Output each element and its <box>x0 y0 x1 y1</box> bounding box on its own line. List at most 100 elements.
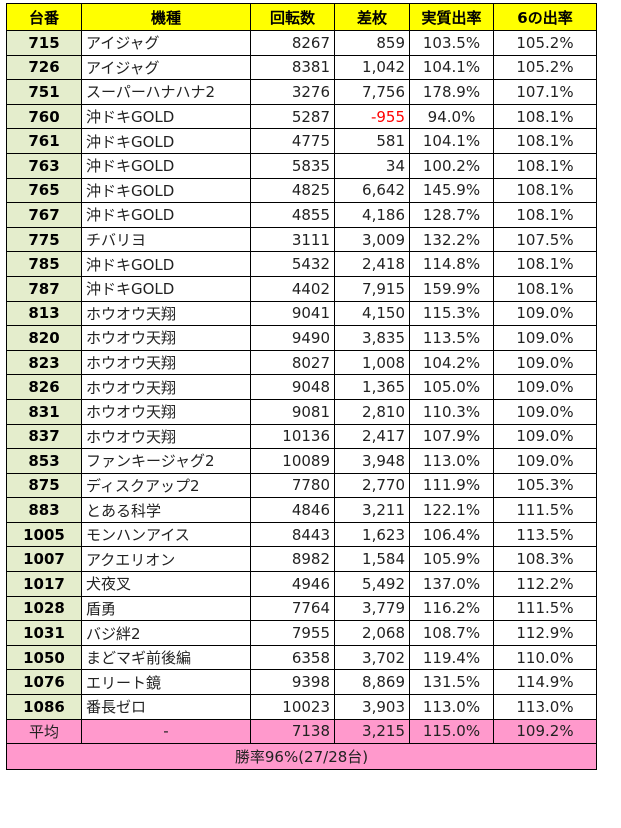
spin-count-cell[interactable]: 5835 <box>250 152 335 179</box>
machine-number-cell[interactable]: 726 <box>6 54 82 81</box>
spin-count-cell[interactable]: 7780 <box>250 472 335 499</box>
actual-payout-rate-cell[interactable]: 115.3% <box>409 300 494 327</box>
machine-model-cell[interactable]: 沖ドキGOLD <box>81 128 251 154</box>
machine-number-cell[interactable]: 883 <box>6 497 82 523</box>
machine-number-cell[interactable]: 715 <box>6 30 82 56</box>
machine-model-cell[interactable]: バジ絆2 <box>81 620 251 646</box>
actual-payout-rate-cell[interactable]: 137.0% <box>409 571 494 597</box>
setting6-payout-rate-cell[interactable]: 105.2% <box>493 30 597 56</box>
medal-difference-cell[interactable]: 7,915 <box>334 275 410 302</box>
spin-count-cell[interactable]: 9398 <box>250 669 335 696</box>
medal-difference-cell[interactable]: 3,211 <box>334 497 410 523</box>
machine-model-cell[interactable]: とある科学 <box>81 497 251 523</box>
machine-number-cell[interactable]: 1017 <box>6 571 82 597</box>
machine-model-cell[interactable]: ディスクアップ2 <box>81 472 251 499</box>
spin-count-cell[interactable]: 3276 <box>250 79 335 105</box>
header-setting6-payout-rate[interactable]: 6の出率 <box>493 3 597 31</box>
actual-payout-rate-cell[interactable]: 104.1% <box>409 54 494 81</box>
machine-number-cell[interactable]: 1086 <box>6 694 82 720</box>
machine-model-cell[interactable]: ホウオウ天翔 <box>81 374 251 400</box>
setting6-payout-rate-cell[interactable]: 108.1% <box>493 103 597 130</box>
actual-payout-rate-cell[interactable]: 178.9% <box>409 79 494 105</box>
setting6-payout-rate-cell[interactable]: 111.5% <box>493 497 597 523</box>
medal-difference-cell[interactable]: 3,009 <box>334 226 410 253</box>
machine-number-cell[interactable]: 761 <box>6 128 82 154</box>
setting6-payout-rate-cell[interactable]: 109.0% <box>493 300 597 327</box>
actual-payout-rate-cell[interactable]: 103.5% <box>409 30 494 56</box>
actual-payout-rate-cell[interactable]: 104.1% <box>409 128 494 154</box>
actual-payout-rate-cell[interactable]: 145.9% <box>409 177 494 204</box>
spin-count-cell[interactable]: 4846 <box>250 497 335 523</box>
setting6-payout-rate-cell[interactable]: 109.0% <box>493 325 597 351</box>
actual-payout-rate-cell[interactable]: 105.0% <box>409 374 494 400</box>
setting6-payout-rate-cell[interactable]: 114.9% <box>493 669 597 696</box>
machine-model-cell[interactable]: モンハンアイス <box>81 521 251 548</box>
medal-difference-cell[interactable]: 859 <box>334 30 410 56</box>
medal-difference-cell[interactable]: 4,186 <box>334 202 410 228</box>
medal-difference-cell[interactable]: 2,418 <box>334 251 410 277</box>
spin-count-cell[interactable]: 8982 <box>250 546 335 573</box>
actual-payout-rate-cell[interactable]: 119.4% <box>409 644 494 671</box>
setting6-payout-rate-cell[interactable]: 107.1% <box>493 79 597 105</box>
medal-difference-cell[interactable]: 1,008 <box>334 349 410 376</box>
medal-difference-cell[interactable]: 4,150 <box>334 300 410 327</box>
setting6-payout-rate-cell[interactable]: 112.9% <box>493 620 597 646</box>
machine-model-cell[interactable]: アクエリオン <box>81 546 251 573</box>
spin-count-cell[interactable]: 8443 <box>250 521 335 548</box>
actual-payout-rate-cell[interactable]: 106.4% <box>409 521 494 548</box>
actual-payout-rate-cell[interactable]: 113.5% <box>409 325 494 351</box>
machine-model-cell[interactable]: アイジャグ <box>81 30 251 56</box>
win-rate-cell[interactable]: 勝率96%(27/28台) <box>6 743 597 771</box>
machine-model-cell[interactable]: ファンキージャグ2 <box>81 448 251 474</box>
machine-number-cell[interactable]: 787 <box>6 275 82 302</box>
actual-payout-rate-cell[interactable]: 159.9% <box>409 275 494 302</box>
spin-count-cell[interactable]: 10023 <box>250 694 335 720</box>
actual-payout-rate-cell[interactable]: 105.9% <box>409 546 494 573</box>
setting6-payout-rate-cell[interactable]: 110.0% <box>493 644 597 671</box>
average-rate[interactable]: 115.0% <box>409 718 494 745</box>
spin-count-cell[interactable]: 9490 <box>250 325 335 351</box>
medal-difference-cell[interactable]: 7,756 <box>334 79 410 105</box>
spin-count-cell[interactable]: 9048 <box>250 374 335 400</box>
machine-number-cell[interactable]: 1007 <box>6 546 82 573</box>
medal-difference-cell[interactable]: 3,948 <box>334 448 410 474</box>
medal-difference-cell[interactable]: 1,623 <box>334 521 410 548</box>
average-six-rate[interactable]: 109.2% <box>493 718 597 745</box>
setting6-payout-rate-cell[interactable]: 109.0% <box>493 423 597 450</box>
machine-model-cell[interactable]: 沖ドキGOLD <box>81 275 251 302</box>
machine-model-cell[interactable]: 番長ゼロ <box>81 694 251 720</box>
average-model[interactable]: - <box>81 718 251 745</box>
machine-number-cell[interactable]: 826 <box>6 374 82 400</box>
machine-number-cell[interactable]: 763 <box>6 152 82 179</box>
spin-count-cell[interactable]: 6358 <box>250 644 335 671</box>
actual-payout-rate-cell[interactable]: 122.1% <box>409 497 494 523</box>
spin-count-cell[interactable]: 8267 <box>250 30 335 56</box>
spin-count-cell[interactable]: 9081 <box>250 398 335 425</box>
setting6-payout-rate-cell[interactable]: 105.3% <box>493 472 597 499</box>
setting6-payout-rate-cell[interactable]: 113.5% <box>493 521 597 548</box>
machine-model-cell[interactable]: アイジャグ <box>81 54 251 81</box>
setting6-payout-rate-cell[interactable]: 111.5% <box>493 595 597 622</box>
setting6-payout-rate-cell[interactable]: 113.0% <box>493 694 597 720</box>
actual-payout-rate-cell[interactable]: 104.2% <box>409 349 494 376</box>
average-label[interactable]: 平均 <box>6 718 82 745</box>
actual-payout-rate-cell[interactable]: 114.8% <box>409 251 494 277</box>
medal-difference-cell[interactable]: 6,642 <box>334 177 410 204</box>
machine-model-cell[interactable]: 犬夜叉 <box>81 571 251 597</box>
medal-difference-cell[interactable]: 34 <box>334 152 410 179</box>
spin-count-cell[interactable]: 8027 <box>250 349 335 376</box>
machine-number-cell[interactable]: 1028 <box>6 595 82 622</box>
machine-number-cell[interactable]: 831 <box>6 398 82 425</box>
spin-count-cell[interactable]: 8381 <box>250 54 335 81</box>
medal-difference-cell[interactable]: 2,417 <box>334 423 410 450</box>
machine-number-cell[interactable]: 853 <box>6 448 82 474</box>
medal-difference-cell[interactable]: 3,779 <box>334 595 410 622</box>
setting6-payout-rate-cell[interactable]: 108.3% <box>493 546 597 573</box>
machine-model-cell[interactable]: エリート鏡 <box>81 669 251 696</box>
setting6-payout-rate-cell[interactable]: 108.1% <box>493 275 597 302</box>
machine-number-cell[interactable]: 751 <box>6 79 82 105</box>
medal-difference-cell[interactable]: 1,042 <box>334 54 410 81</box>
machine-number-cell[interactable]: 813 <box>6 300 82 327</box>
header-actual-payout-rate[interactable]: 実質出率 <box>409 3 494 31</box>
actual-payout-rate-cell[interactable]: 113.0% <box>409 448 494 474</box>
